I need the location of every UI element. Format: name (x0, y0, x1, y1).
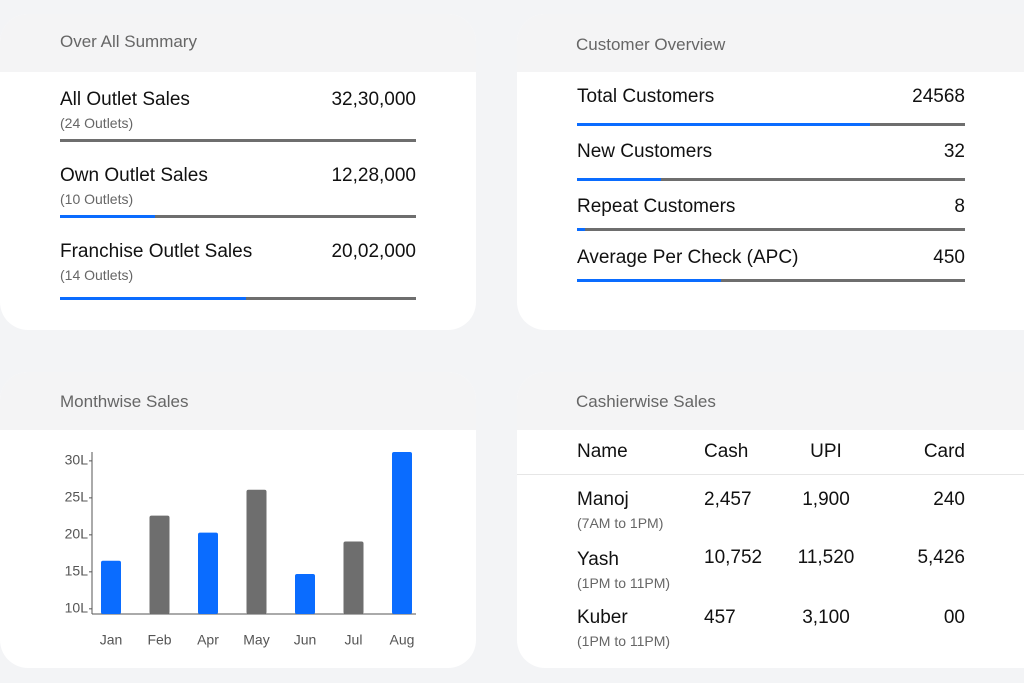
column-header: Card (923, 441, 965, 462)
row-value: 20,02,000 (331, 241, 416, 262)
cell: 240 (933, 489, 965, 510)
y-tick-label: 15L (65, 563, 89, 579)
row-label: Total Customers (577, 86, 715, 107)
cashier-shift: (1PM to 11PM) (577, 633, 671, 649)
row-value: 450 (933, 247, 965, 268)
row-label: Repeat Customers (577, 196, 736, 217)
x-tick-label: Jun (294, 632, 317, 648)
bar (295, 574, 315, 614)
bar (343, 541, 364, 614)
row-sub: (24 Outlets) (60, 115, 134, 131)
card-title: Over All Summary (60, 32, 197, 51)
row-value: 24568 (912, 86, 965, 107)
row-value: 32,30,000 (331, 89, 416, 110)
cell: 00 (943, 607, 965, 628)
progress (60, 215, 416, 218)
x-tick-label: Aug (390, 632, 415, 648)
row-value: 12,28,000 (331, 165, 416, 186)
chart: 10L 15L 20L 25L 30L Jan Feb Apr May Jun Jul Aug (65, 452, 416, 648)
row-label: All Outlet Sales (60, 89, 190, 110)
progress (60, 297, 416, 300)
bar (246, 489, 267, 614)
x-tick-label: Feb (147, 632, 171, 648)
cell: 5,426 (917, 547, 965, 568)
card-title: Monthwise Sales (60, 392, 189, 411)
row-value: 8 (954, 196, 965, 217)
customer-card: Customer Overview Total Customers 24568 … (517, 14, 1024, 330)
cashier-shift: (1PM to 11PM) (577, 575, 671, 591)
row-label: Average Per Check (APC) (577, 247, 799, 268)
y-tick-label: 25L (65, 489, 89, 505)
card-title: Customer Overview (576, 35, 726, 54)
cashier-name: Manoj (577, 489, 629, 510)
summary-card: Over All Summary All Outlet Sales (24 Ou… (0, 14, 476, 330)
column-header: Cash (704, 441, 749, 462)
row-sub: (14 Outlets) (60, 267, 134, 283)
card-header (0, 372, 476, 430)
x-tick-label: May (243, 632, 269, 648)
card-header (0, 14, 476, 72)
cell: 10,752 (704, 547, 763, 568)
x-tick-label: Jan (100, 632, 123, 648)
progress (577, 123, 965, 126)
card-header (517, 14, 1024, 72)
bar (392, 452, 412, 614)
cell: 457 (704, 607, 736, 628)
card-header (517, 372, 1024, 430)
row-value: 32 (943, 141, 965, 162)
chart-card: Monthwise Sales 10L 15L 20L 25L 30L Jan Feb Apr… (0, 372, 476, 668)
row-sub: (10 Outlets) (60, 191, 134, 207)
progress (577, 279, 965, 282)
y-tick-label: 20L (65, 526, 89, 542)
separator (517, 474, 1024, 475)
column-header: Name (577, 441, 628, 462)
card-title: Cashierwise Sales (576, 392, 716, 411)
x-tick-label: Jul (345, 632, 363, 648)
cell: 2,457 (704, 489, 752, 510)
cashier-shift: (7AM to 1PM) (577, 515, 664, 531)
row-label: New Customers (577, 141, 713, 162)
progress (60, 139, 416, 142)
cashier-card: Cashierwise Sales Name Cash UPI Card Manoj 2,… (517, 372, 1024, 668)
progress (577, 228, 965, 231)
bar (198, 532, 218, 614)
cashier-name: Yash (577, 549, 619, 570)
bar (149, 515, 170, 614)
y-tick-label: 10L (65, 600, 89, 616)
x-tick-label: Apr (197, 632, 219, 648)
cashier-name: Kuber (577, 607, 628, 628)
bar (101, 560, 121, 614)
progress (577, 178, 965, 181)
y-tick-label: 30L (65, 452, 89, 468)
row-label: Franchise Outlet Sales (60, 241, 253, 262)
row-label: Own Outlet Sales (60, 165, 208, 186)
